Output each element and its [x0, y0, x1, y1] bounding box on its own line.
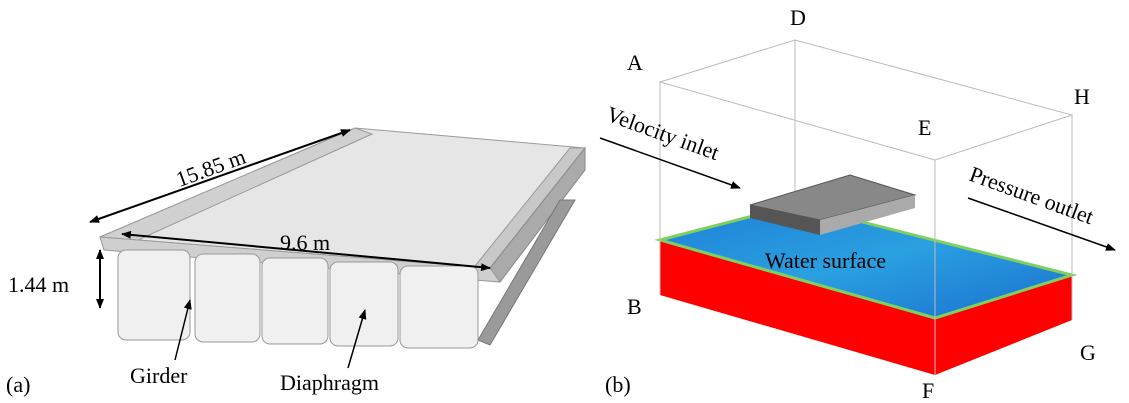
- panel-tag: (a): [6, 372, 30, 397]
- water-body: [660, 205, 1072, 375]
- diaphragm-label: Diaphragm: [280, 370, 379, 395]
- corner-label: H: [1074, 84, 1090, 109]
- figure: 15.85 m 9.6 m 1.44 m Girder Diaphragm (a…: [0, 0, 1129, 403]
- corner-label: B: [627, 294, 642, 319]
- corner-label: D: [790, 5, 806, 30]
- corner-label: E: [918, 115, 931, 140]
- width-label: 9.6 m: [280, 230, 330, 255]
- corner-label: A: [627, 50, 643, 75]
- water-label: Water surface: [765, 248, 886, 273]
- corner-label: G: [1080, 340, 1096, 365]
- outlet-label: Pressure outlet: [966, 161, 1097, 229]
- girder-label: Girder: [130, 363, 188, 388]
- inlet-label: Velocity inlet: [603, 101, 722, 165]
- height-label: 1.44 m: [8, 272, 69, 297]
- panel-tag: (b): [605, 372, 631, 397]
- corner-label: F: [922, 378, 934, 403]
